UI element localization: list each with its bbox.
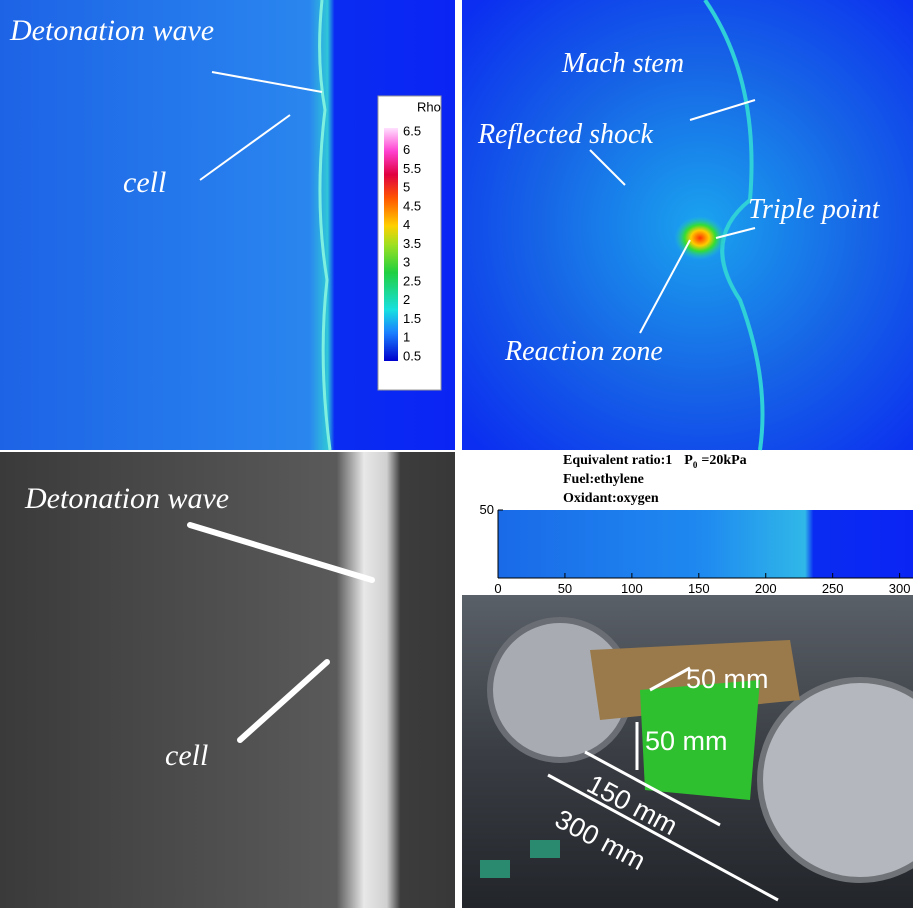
label: Reaction zone	[504, 336, 663, 367]
photo-label: 50 mm	[686, 664, 769, 694]
x-tick-label: 300	[889, 581, 911, 596]
colorbar	[384, 128, 398, 361]
marker	[480, 860, 510, 878]
header-line: Fuel:ethylene	[563, 472, 644, 487]
colorbar-tick-label: 0.5	[403, 348, 421, 363]
x-tick-label: 100	[621, 581, 643, 596]
header-line: Oxidant:oxygen	[563, 491, 659, 506]
photo-panel	[0, 452, 455, 908]
colorbar-tick-label: 6.5	[403, 123, 421, 138]
y-tick-label: 50	[480, 502, 494, 517]
x-tick-label: 150	[688, 581, 710, 596]
colorbar-tick-label: 6	[403, 142, 410, 157]
colorbar-tick-label: 1	[403, 330, 410, 345]
colorbar-tick-label: 3.5	[403, 236, 421, 251]
plot-area	[498, 510, 913, 578]
colorbar-tick-label: 4	[403, 217, 410, 232]
label: cell	[165, 739, 208, 772]
marker	[530, 840, 560, 858]
label: Triple point	[748, 194, 881, 225]
ratio: Equivalent ratio:1	[563, 453, 672, 468]
colorbar-tick-label: 5	[403, 180, 410, 195]
colorbar-title: Rho	[417, 99, 441, 114]
label: Detonation wave	[24, 482, 229, 515]
figure: Detonation wave cell Rho 6.5 6 5.5 5 4.5 4 3.5…	[0, 0, 913, 908]
pressure-value: =20kPa	[701, 453, 746, 468]
photo-label: 50 mm	[645, 726, 728, 756]
colorbar-tick-label: 4.5	[403, 198, 421, 213]
x-tick-label: 250	[822, 581, 844, 596]
label: Reflected shock	[477, 119, 653, 150]
label: cell	[123, 166, 166, 199]
x-tick-label: 0	[494, 581, 501, 596]
page: { "top_left": {"labels": ["Detonation wa…	[0, 0, 913, 908]
colorbar-tick-label: 2	[403, 292, 410, 307]
label: Mach stem	[561, 48, 684, 79]
colorbar-tick-label: 3	[403, 255, 410, 270]
x-tick-label: 200	[755, 581, 777, 596]
label: Detonation wave	[9, 14, 214, 47]
colorbar-tick-label: 2.5	[403, 273, 421, 288]
x-tick-label: 50	[558, 581, 572, 596]
colorbar-tick-label: 1.5	[403, 311, 421, 326]
pressure-subscript: 0	[693, 460, 698, 470]
colorbar-tick-label: 5.5	[403, 161, 421, 176]
